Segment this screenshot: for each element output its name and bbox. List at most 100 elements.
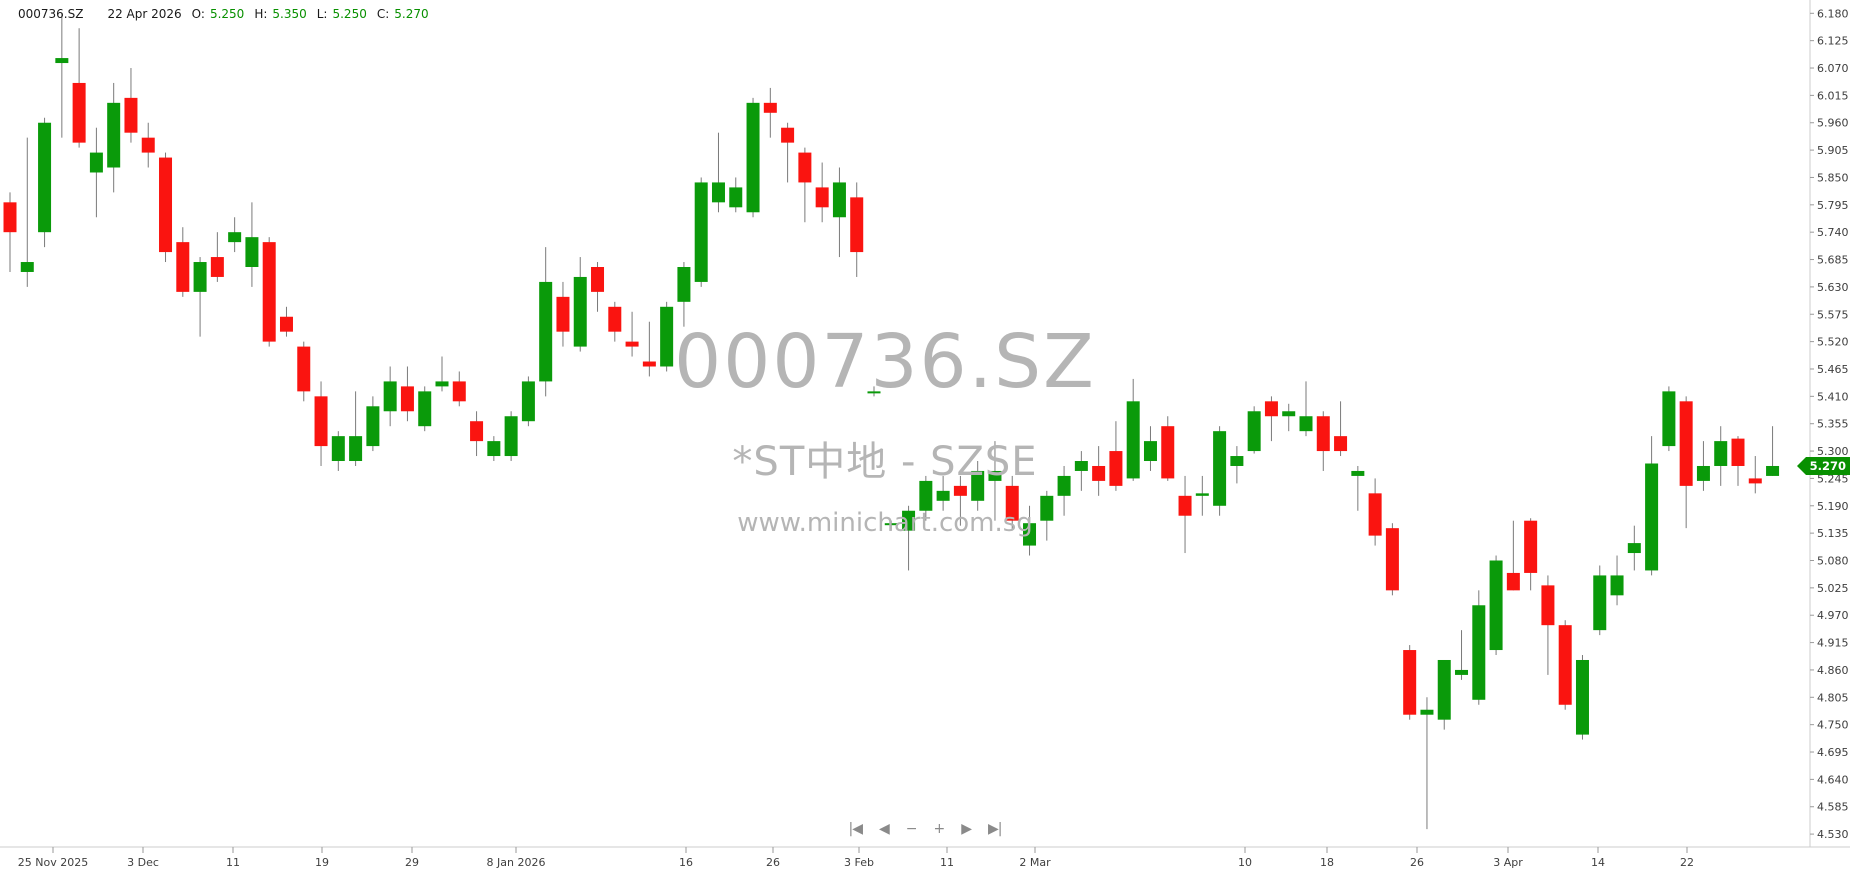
candle-19[interactable] — [331, 431, 345, 471]
candle-50[interactable] — [867, 386, 881, 397]
candle-18[interactable] — [314, 381, 328, 466]
candle-80[interactable] — [1385, 523, 1399, 596]
candle-83[interactable] — [1437, 659, 1451, 730]
candle-14[interactable] — [245, 202, 259, 287]
candle-4[interactable] — [72, 28, 86, 148]
zoom-in-button[interactable]: + — [933, 821, 946, 837]
candle-74[interactable] — [1282, 403, 1296, 432]
candle-39[interactable] — [677, 262, 691, 327]
candle-27[interactable] — [470, 411, 484, 457]
candle-40[interactable] — [694, 177, 708, 287]
candle-57[interactable] — [988, 441, 1002, 521]
candle-5[interactable] — [89, 127, 103, 218]
candle-46[interactable] — [798, 147, 812, 223]
candle-92[interactable] — [1593, 565, 1607, 636]
candle-89[interactable] — [1541, 575, 1555, 675]
candle-71[interactable] — [1230, 446, 1244, 484]
candle-54[interactable] — [936, 475, 950, 511]
candle-55[interactable] — [953, 475, 967, 526]
candle-98[interactable] — [1696, 441, 1710, 491]
candle-69[interactable] — [1195, 475, 1209, 516]
candle-11[interactable] — [193, 257, 207, 337]
candle-101[interactable] — [1748, 456, 1762, 494]
candle-20[interactable] — [349, 391, 363, 466]
candle-21[interactable] — [366, 396, 380, 452]
candle-44[interactable] — [763, 87, 777, 138]
candle-25[interactable] — [435, 356, 449, 392]
candle-88[interactable] — [1524, 518, 1538, 591]
candle-61[interactable] — [1057, 465, 1071, 516]
candle-75[interactable] — [1299, 381, 1313, 437]
candle-49[interactable] — [850, 182, 864, 277]
candle-31[interactable] — [539, 247, 553, 397]
candle-9[interactable] — [159, 152, 173, 263]
candle-72[interactable] — [1247, 406, 1261, 454]
candle-81[interactable] — [1403, 645, 1417, 720]
candle-7[interactable] — [124, 68, 138, 143]
candle-48[interactable] — [832, 167, 846, 258]
candle-90[interactable] — [1558, 620, 1572, 710]
candle-24[interactable] — [418, 386, 432, 432]
candle-6[interactable] — [107, 82, 121, 193]
candle-0[interactable] — [3, 192, 17, 272]
candle-87[interactable] — [1506, 520, 1520, 591]
candle-41[interactable] — [711, 132, 725, 213]
candle-23[interactable] — [400, 366, 414, 422]
candle-65[interactable] — [1126, 378, 1140, 481]
candle-8[interactable] — [141, 122, 155, 168]
candle-29[interactable] — [504, 411, 518, 462]
candle-60[interactable] — [1040, 490, 1054, 541]
candle-67[interactable] — [1161, 416, 1175, 481]
candle-51[interactable] — [884, 520, 898, 531]
candle-30[interactable] — [521, 376, 535, 427]
candle-58[interactable] — [1005, 475, 1019, 531]
candle-16[interactable] — [279, 306, 293, 337]
candle-78[interactable] — [1351, 465, 1365, 511]
candle-17[interactable] — [297, 341, 311, 402]
candle-53[interactable] — [919, 475, 933, 521]
candle-66[interactable] — [1143, 426, 1157, 471]
candle-100[interactable] — [1731, 436, 1745, 486]
candle-28[interactable] — [487, 436, 501, 462]
candle-70[interactable] — [1213, 426, 1227, 516]
candle-10[interactable] — [176, 227, 190, 297]
candle-35[interactable] — [608, 301, 622, 342]
candle-56[interactable] — [971, 461, 985, 511]
candle-84[interactable] — [1455, 630, 1469, 680]
candle-63[interactable] — [1092, 446, 1106, 496]
candle-37[interactable] — [642, 321, 656, 377]
candle-64[interactable] — [1109, 421, 1123, 491]
skip-to-end-button[interactable]: ▶| — [988, 821, 1003, 837]
candle-13[interactable] — [228, 217, 242, 253]
candle-97[interactable] — [1679, 396, 1693, 529]
candle-86[interactable] — [1489, 555, 1503, 656]
candle-99[interactable] — [1714, 426, 1728, 486]
candle-77[interactable] — [1334, 401, 1348, 457]
candle-73[interactable] — [1264, 396, 1278, 442]
candle-2[interactable] — [38, 117, 52, 248]
candle-15[interactable] — [262, 237, 276, 347]
candle-52[interactable] — [902, 505, 916, 571]
candle-43[interactable] — [746, 97, 760, 218]
candle-68[interactable] — [1178, 475, 1192, 554]
candle-3[interactable] — [55, 13, 69, 138]
candle-12[interactable] — [210, 232, 224, 282]
candle-82[interactable] — [1420, 697, 1434, 830]
candle-38[interactable] — [660, 301, 674, 372]
candle-59[interactable] — [1023, 505, 1037, 556]
candle-33[interactable] — [573, 257, 587, 352]
skip-to-start-button[interactable]: |◀ — [848, 821, 864, 837]
candle-45[interactable] — [781, 122, 795, 183]
candle-95[interactable] — [1645, 436, 1659, 576]
candle-76[interactable] — [1316, 411, 1330, 471]
candle-79[interactable] — [1368, 478, 1382, 546]
zoom-out-button[interactable]: − — [905, 821, 918, 837]
candle-94[interactable] — [1627, 525, 1641, 571]
candle-91[interactable] — [1575, 655, 1589, 740]
candle-93[interactable] — [1610, 555, 1624, 606]
candle-34[interactable] — [591, 262, 605, 312]
candle-22[interactable] — [383, 366, 397, 427]
candle-32[interactable] — [556, 281, 570, 347]
step-forward-button[interactable]: ▶ — [961, 821, 972, 837]
candle-42[interactable] — [729, 177, 743, 213]
